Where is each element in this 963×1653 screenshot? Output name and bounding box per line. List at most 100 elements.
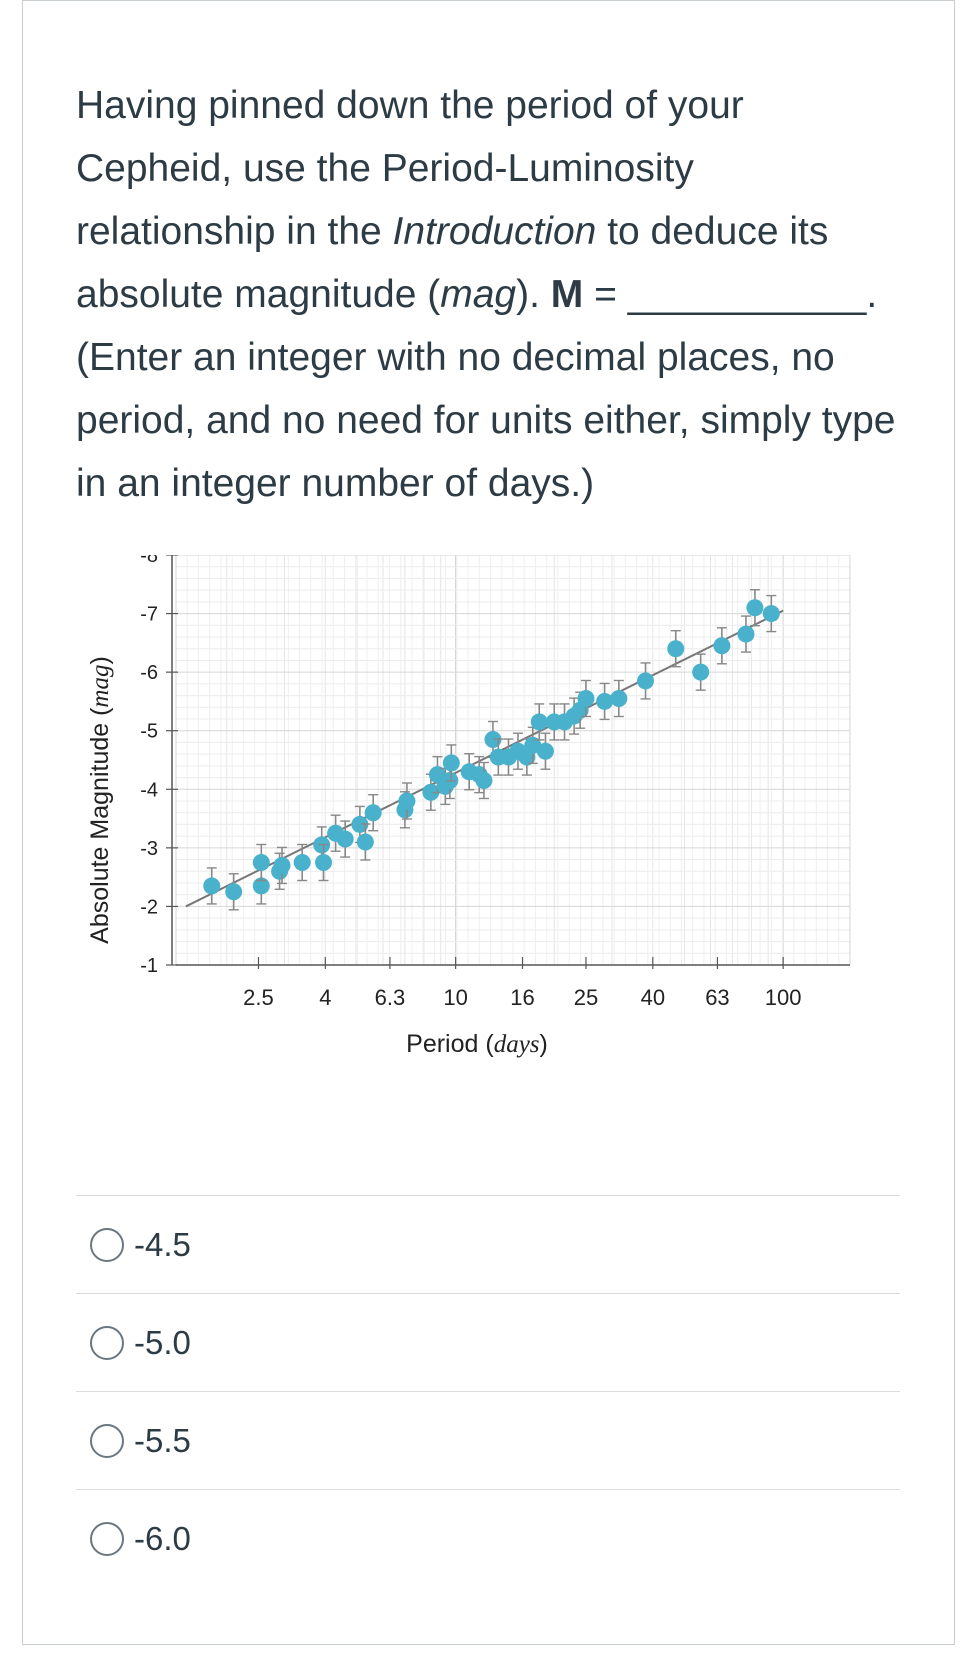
data-point (762, 594, 780, 633)
data-point (637, 662, 655, 700)
chart-x-ticks: 2.5 4 6.3 10 16 25 40 63 100 (243, 957, 802, 1010)
data-point (203, 867, 221, 905)
answer-options: -4.5 -5.0 -5.5 -6.0 (76, 1195, 900, 1587)
data-point (596, 682, 614, 721)
point-marker (713, 637, 731, 655)
data-point (737, 615, 755, 653)
data-point (315, 843, 333, 882)
x-tick-label: 25 (574, 985, 598, 1010)
question-text-part: ). (516, 273, 551, 316)
data-point (273, 846, 291, 885)
point-marker (252, 854, 270, 871)
x-tick-label: 6.3 (375, 985, 406, 1010)
x-tick-label: 16 (510, 985, 534, 1010)
point-marker (398, 792, 416, 810)
trend-line (185, 609, 784, 908)
data-point (530, 703, 548, 741)
data-point (398, 782, 416, 820)
answer-option-1[interactable]: -4.5 (76, 1195, 900, 1293)
x-tick-label: 2.5 (243, 985, 274, 1010)
data-point (610, 679, 628, 718)
answer-option-label: -6.0 (134, 1519, 191, 1557)
x-tick-label: 100 (765, 985, 802, 1010)
data-point (475, 761, 493, 800)
radio-button-icon[interactable] (90, 1423, 124, 1458)
x-tick-label: 63 (705, 985, 729, 1010)
answer-option-3[interactable]: -5.5 (76, 1391, 900, 1489)
question-bold-m: M (550, 273, 584, 316)
radio-button-icon[interactable] (90, 1227, 124, 1262)
y-tick-label: -7 (140, 604, 158, 626)
answer-option-label: -5.0 (134, 1323, 191, 1361)
answer-option-label: -5.5 (134, 1421, 191, 1459)
point-marker (536, 742, 554, 760)
data-point (713, 627, 731, 665)
answer-option-4[interactable]: -6.0 (76, 1489, 900, 1587)
point-marker (746, 599, 764, 617)
question-frame (22, 0, 955, 1645)
chart-axes (171, 547, 850, 966)
point-marker (596, 692, 614, 710)
point-marker (422, 783, 440, 801)
question-text-part: to deduce its absolute magnitude ( (76, 210, 829, 316)
data-point (667, 630, 685, 668)
data-point (336, 820, 354, 858)
question-italic-mag: mag (440, 273, 517, 316)
data-point (364, 794, 382, 832)
x-tick-label: 40 (641, 985, 665, 1010)
data-point (524, 726, 542, 765)
x-axis-label: Period (days) (406, 1030, 548, 1058)
point-marker (577, 690, 595, 707)
y-tick-label: -3 (140, 838, 158, 860)
point-marker (637, 672, 655, 690)
point-marker (667, 640, 685, 658)
point-marker (530, 713, 548, 731)
data-point (293, 843, 311, 882)
point-marker (610, 690, 628, 707)
x-tick-label: 4 (319, 985, 331, 1010)
point-marker (203, 877, 221, 895)
point-marker (315, 854, 333, 871)
point-marker (225, 883, 243, 901)
data-point (252, 843, 270, 882)
radio-button-icon[interactable] (90, 1521, 124, 1556)
point-marker (737, 625, 755, 643)
y-tick-label: -2 (140, 896, 158, 918)
data-point (746, 589, 764, 627)
point-marker (442, 754, 460, 772)
point-marker (293, 854, 311, 871)
x-tick-label: 10 (443, 985, 467, 1010)
question-italic-introduction: Introduction (392, 210, 597, 253)
answer-option-2[interactable]: -5.0 (76, 1293, 900, 1391)
data-point (356, 823, 374, 861)
point-marker (351, 815, 369, 833)
y-axis-label: Absolute Magnitude (mag) (86, 656, 114, 944)
radio-button-icon[interactable] (90, 1325, 124, 1360)
data-point (442, 744, 460, 782)
point-marker (336, 830, 354, 848)
data-point (225, 873, 243, 911)
chart-trend-line (185, 609, 784, 908)
chart-points (203, 589, 780, 911)
y-tick-label: -8 (140, 555, 158, 567)
y-tick-label: -6 (140, 662, 158, 684)
y-tick-label: -1 (140, 955, 158, 977)
point-marker (475, 772, 493, 789)
question-text-part: = ___________. (Enter an integer with no… (76, 273, 896, 505)
answer-option-label: -4.5 (134, 1225, 191, 1263)
point-marker (762, 605, 780, 623)
point-marker (273, 856, 291, 874)
point-marker (252, 877, 270, 895)
point-marker (524, 736, 542, 754)
y-tick-label: -5 (140, 721, 158, 743)
data-point (577, 679, 595, 718)
period-luminosity-chart: 2.5 4 6.3 10 16 25 40 63 100 -8 -7 -6 -5 -4 -3 -2 -1 Pe… (80, 545, 920, 1115)
point-marker (692, 663, 710, 681)
data-point (536, 732, 554, 770)
point-marker (356, 833, 374, 851)
data-point (692, 653, 710, 691)
point-marker (364, 804, 382, 822)
point-marker (484, 731, 502, 748)
chart-y-ticks: -8 -7 -6 -5 -4 -3 -2 -1 (140, 545, 178, 977)
y-tick-label: -4 (140, 779, 158, 801)
